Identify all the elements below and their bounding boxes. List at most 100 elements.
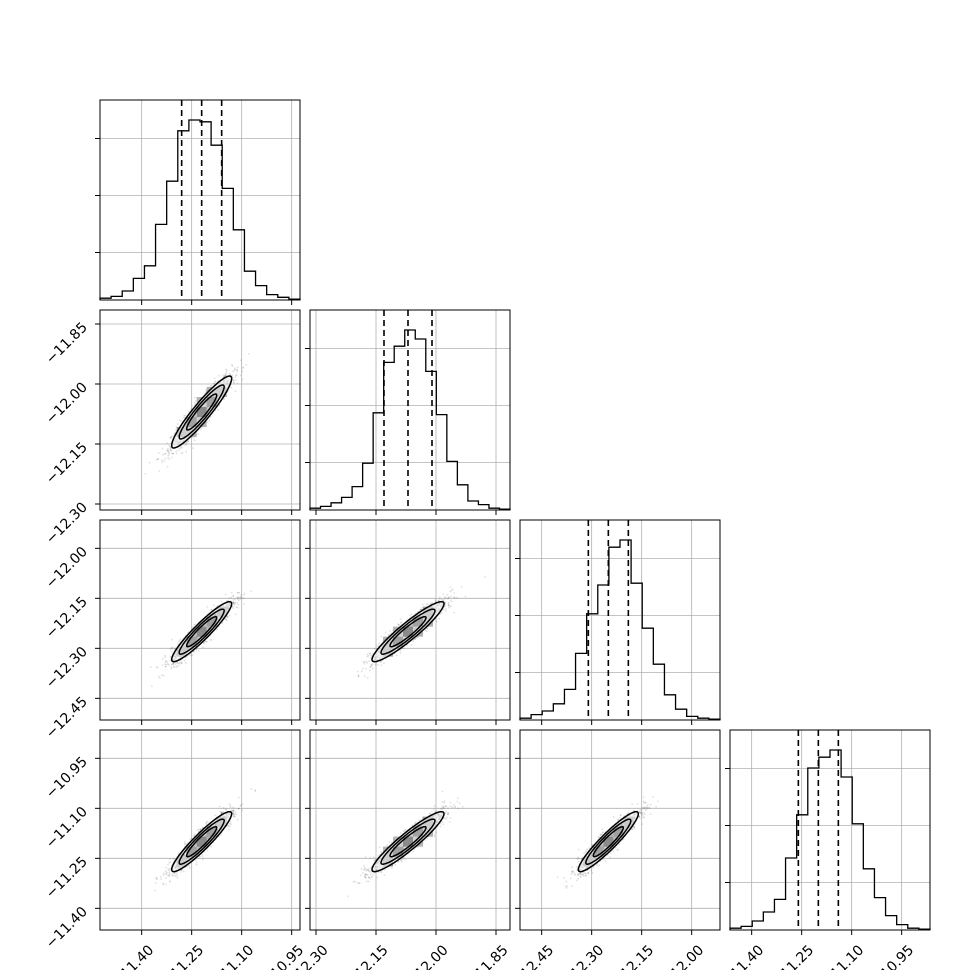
sample-point	[184, 444, 186, 446]
sample-point	[213, 604, 215, 606]
sample-point	[439, 598, 441, 600]
sample-point	[234, 390, 236, 392]
sample-point	[163, 872, 165, 874]
sample-point	[171, 647, 173, 649]
sample-point	[240, 594, 242, 596]
y-tick-label: −12.15	[43, 440, 91, 488]
sample-point	[239, 598, 241, 600]
sample-point	[444, 596, 446, 598]
sample-point	[161, 448, 163, 450]
sample-point	[158, 470, 160, 472]
sample-point	[167, 457, 169, 459]
sample-point	[196, 864, 198, 866]
sample-point	[189, 867, 191, 869]
sample-point	[385, 631, 387, 633]
sample-point	[150, 666, 152, 668]
sample-point	[426, 630, 428, 632]
sample-point	[237, 603, 239, 605]
sample-point	[380, 636, 382, 638]
sample-point	[436, 621, 438, 623]
sample-point	[234, 376, 236, 378]
sample-point	[363, 661, 365, 663]
sample-point	[400, 618, 402, 620]
sample-point	[365, 668, 367, 670]
sample-point	[161, 459, 163, 461]
sample-point	[236, 382, 238, 384]
sample-point	[156, 459, 158, 461]
sample-point	[167, 455, 169, 457]
sample-point	[448, 596, 450, 598]
sample-point	[451, 590, 453, 592]
sample-point	[366, 662, 368, 664]
sample-point	[233, 382, 235, 384]
sample-point	[165, 884, 167, 886]
sample-point	[210, 639, 212, 641]
sample-point	[409, 615, 411, 617]
sample-point	[177, 643, 179, 645]
y-tick-label: −12.15	[43, 594, 91, 642]
sample-point	[229, 615, 231, 617]
sample-point	[165, 661, 167, 663]
sample-point	[426, 628, 428, 630]
sample-point	[164, 656, 166, 658]
sample-point	[241, 370, 243, 372]
histogram-step-1	[310, 330, 510, 510]
y-tick-label: −12.45	[43, 694, 91, 742]
sample-point	[237, 598, 239, 600]
sample-point	[368, 660, 370, 662]
sample-point	[383, 662, 385, 664]
sample-point	[185, 451, 187, 453]
sample-point	[168, 445, 170, 447]
sample-point	[164, 665, 166, 667]
panel-frame	[310, 310, 510, 510]
y-tick-label: −12.30	[43, 500, 91, 548]
sample-point	[378, 643, 380, 645]
sample-point	[367, 677, 369, 679]
sample-point	[414, 638, 416, 640]
y-tick-label: −12.30	[43, 644, 91, 692]
sample-point	[228, 829, 230, 831]
sample-point	[198, 650, 200, 652]
sample-point	[167, 448, 169, 450]
sample-point	[427, 603, 429, 605]
sample-point	[161, 461, 163, 463]
sample-point	[201, 854, 203, 856]
sample-point	[201, 427, 203, 429]
sample-point	[380, 665, 382, 667]
sample-point	[159, 677, 161, 679]
sample-point	[186, 657, 188, 659]
sample-point	[399, 650, 401, 652]
y-tick-label: −12.00	[43, 544, 91, 592]
sample-point	[364, 675, 366, 677]
sample-point	[397, 623, 399, 625]
sample-point	[215, 381, 217, 383]
sample-point	[375, 664, 377, 666]
sample-point	[422, 604, 424, 606]
sample-point	[242, 379, 244, 381]
sample-point	[164, 663, 166, 665]
sample-point	[411, 644, 413, 646]
sample-point	[157, 667, 159, 669]
sample-point	[202, 858, 204, 860]
sample-point	[250, 590, 252, 592]
sample-point	[206, 641, 208, 643]
panel-1-0: −12.30−12.15−12.00−11.85	[43, 310, 300, 547]
sample-point	[176, 877, 178, 879]
sample-point	[235, 613, 237, 615]
sample-point	[396, 655, 398, 657]
sample-point	[243, 603, 245, 605]
sample-point	[216, 629, 218, 631]
sample-point	[237, 371, 239, 373]
sample-point	[234, 369, 236, 371]
sample-point	[214, 377, 216, 379]
sample-point	[192, 447, 194, 449]
sample-point	[181, 447, 183, 449]
sample-point	[231, 387, 233, 389]
sample-point	[371, 665, 373, 667]
sample-point	[443, 609, 445, 611]
histogram-step-2	[520, 540, 720, 720]
sample-point	[447, 598, 449, 600]
sample-point	[173, 666, 175, 668]
sample-point	[236, 369, 238, 371]
sample-point	[453, 592, 455, 594]
